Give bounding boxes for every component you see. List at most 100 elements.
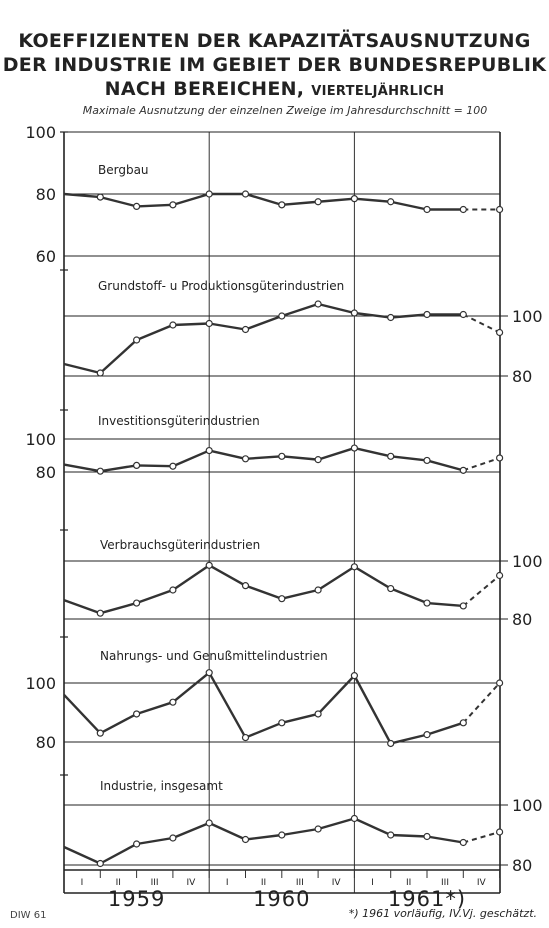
point-insgesamt-12: [496, 828, 504, 836]
series-label-nahrung: Nahrungs- und Genußmittelindustrien: [100, 649, 328, 663]
source-tag: DIW 61: [10, 910, 47, 921]
tick-label-investition-80: 80: [36, 463, 56, 482]
point-bergbau-11: [459, 205, 467, 214]
point-insgesamt-10: [423, 832, 431, 841]
year-label-2: 1960: [253, 887, 310, 911]
point-investition-12: [496, 454, 504, 462]
chart-subtitle: Maximale Ausnutzung der einzelnen Zweige…: [82, 104, 488, 117]
point-grundstoff-10: [423, 310, 431, 319]
series-label-investition: Investitionsgüterindustrien: [98, 414, 260, 428]
tick-label-nahrung-80: 80: [36, 733, 56, 752]
point-insgesamt-7: [314, 825, 322, 833]
point-investition-3: [169, 462, 177, 470]
year-label-1: 1959: [108, 887, 165, 911]
point-nahrung-4: [205, 669, 213, 677]
chart-title-suffix: VIERTELJÄHRLICH: [311, 84, 445, 99]
point-grundstoff-6: [278, 312, 286, 320]
point-investition-10: [423, 456, 431, 465]
chart-title-line-2: DER INDUSTRIE IM GEBIET DER BUNDESREPUBL…: [2, 54, 547, 76]
quarter-label-3: III: [151, 878, 159, 888]
tick-label-investition-100: 100: [25, 430, 56, 449]
point-insgesamt-4: [205, 819, 213, 827]
tick-label-bergbau-80: 80: [36, 185, 56, 204]
quarter-label-10: II: [406, 878, 411, 888]
series-line-bergbau: [63, 192, 464, 211]
point-investition-7: [314, 456, 322, 464]
point-verbrauch-6: [278, 595, 286, 603]
point-investition-8: [350, 444, 358, 452]
series-line-grundstoff: [63, 302, 464, 375]
point-bergbau-2: [133, 202, 141, 210]
point-nahrung-6: [278, 719, 286, 727]
chart-title-line-1: KOEFFIZIENTEN DER KAPAZITÄTSAUSNUTZUNG: [18, 30, 531, 52]
point-bergbau-7: [314, 198, 322, 206]
quarter-label-9: I: [371, 878, 374, 888]
tick-label-grundstoff-100: 100: [512, 307, 543, 326]
point-nahrung-1: [96, 729, 104, 737]
series-estimate-grundstoff: [462, 313, 501, 334]
point-nahrung-9: [387, 739, 395, 748]
point-grundstoff-8: [350, 309, 358, 317]
quarter-label-2: II: [116, 878, 121, 888]
quarter-label-1: I: [81, 878, 84, 888]
point-nahrung-10: [423, 731, 431, 739]
point-nahrung-8: [350, 672, 358, 680]
chart-title-line-3-main: NACH BEREICHEN,: [104, 78, 305, 100]
point-grundstoff-2: [133, 336, 141, 344]
point-verbrauch-8: [350, 563, 358, 571]
point-verbrauch-4: [205, 561, 213, 569]
point-nahrung-12: [496, 679, 504, 687]
tick-label-bergbau-60: 60: [36, 247, 56, 266]
point-bergbau-3: [169, 201, 177, 209]
point-grundstoff-4: [205, 319, 213, 328]
quarter-label-4: IV: [186, 878, 196, 888]
point-nahrung-7: [314, 710, 322, 718]
footnote: *) 1961 vorläufig, IV.Vj. geschätzt.: [348, 907, 537, 920]
point-bergbau-4: [205, 190, 213, 198]
series-label-bergbau: Bergbau: [98, 163, 149, 177]
point-verbrauch-7: [314, 586, 322, 594]
series-estimate-nahrung: [462, 682, 501, 724]
point-bergbau-8: [350, 195, 358, 203]
series-estimate-investition: [462, 457, 500, 472]
point-nahrung-5: [241, 733, 250, 742]
point-insgesamt-5: [241, 835, 250, 844]
tick-label-grundstoff-80: 80: [512, 367, 532, 386]
chart-title-line-3: NACH BEREICHEN, VIERTELJÄHRLICH: [0, 78, 549, 100]
quarter-label-6: II: [261, 878, 266, 888]
point-verbrauch-9: [387, 584, 395, 593]
point-verbrauch-11: [459, 602, 467, 610]
point-grundstoff-9: [387, 313, 395, 322]
series-line-insgesamt: [63, 817, 464, 865]
point-nahrung-3: [169, 698, 177, 706]
point-verbrauch-10: [423, 599, 431, 607]
tick-label-nahrung-100: 100: [25, 674, 56, 693]
tick-label-bergbau-100: 100: [25, 123, 56, 142]
tick-label-verbrauch-80: 80: [512, 610, 532, 629]
point-insgesamt-6: [278, 831, 286, 839]
quarter-label-8: IV: [332, 878, 342, 888]
point-investition-4: [205, 446, 213, 455]
point-bergbau-6: [278, 201, 286, 209]
point-verbrauch-12: [496, 571, 504, 580]
tick-label-verbrauch-100: 100: [512, 552, 543, 571]
point-nahrung-2: [133, 710, 141, 718]
point-insgesamt-3: [169, 834, 177, 842]
point-insgesamt-11: [459, 838, 467, 847]
point-insgesamt-8: [350, 814, 358, 823]
point-verbrauch-5: [241, 582, 250, 590]
point-grundstoff-3: [169, 321, 177, 329]
point-investition-9: [387, 452, 395, 460]
point-verbrauch-2: [133, 599, 141, 607]
point-grundstoff-1: [96, 369, 104, 377]
quarter-label-11: III: [441, 878, 449, 888]
series-line-verbrauch: [63, 564, 464, 615]
series-line-nahrung: [63, 671, 464, 745]
point-bergbau-1: [96, 193, 104, 201]
point-bergbau-10: [423, 205, 431, 214]
quarter-label-7: III: [296, 878, 304, 888]
point-investition-5: [241, 455, 250, 463]
point-investition-11: [459, 466, 467, 474]
series-label-insgesamt: Industrie, insgesamt: [100, 779, 223, 793]
tick-label-insgesamt-100: 100: [512, 796, 543, 815]
